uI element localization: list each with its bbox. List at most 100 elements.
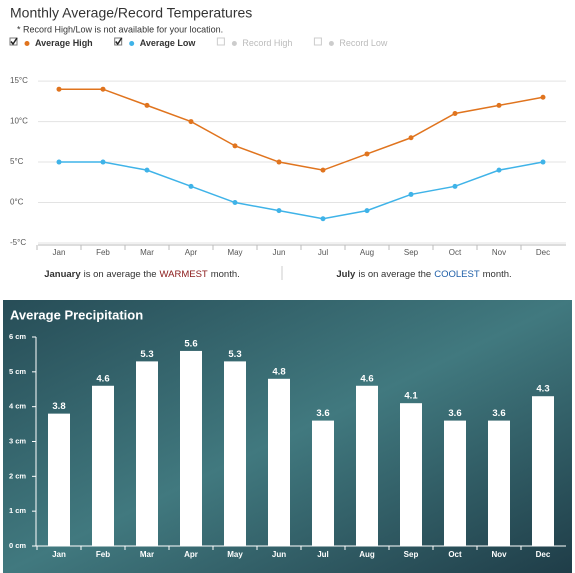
x-tick-label: Sep [404, 248, 419, 257]
point [540, 159, 546, 165]
point [364, 151, 370, 157]
x-tick-label: Jan [52, 550, 66, 559]
footer-note: January is on average the WARMEST month. [44, 269, 240, 280]
point [276, 208, 282, 214]
point [408, 191, 414, 197]
legend-swatch [231, 41, 237, 46]
x-tick-label: Apr [184, 550, 198, 559]
check-mark [10, 37, 18, 46]
checkbox[interactable] [313, 37, 322, 46]
legend-item[interactable]: Average Low [114, 37, 197, 48]
value-label: 3.6 [448, 408, 461, 419]
bar [356, 385, 378, 546]
legend-label[interactable]: Record Low [339, 38, 388, 48]
value-label: 4.1 [404, 391, 418, 402]
x-tick-label: Jan [53, 248, 66, 257]
y-tick-label: 0 cm [9, 541, 26, 550]
x-tick-label: Feb [96, 248, 110, 257]
x-tick-label: May [227, 248, 242, 257]
y-tick-label: 0°C [10, 198, 24, 207]
value-label: 5.3 [228, 349, 241, 360]
x-tick-label: Mar [140, 248, 154, 257]
value-label: 3.8 [52, 401, 65, 412]
x-tick-label: Aug [360, 248, 374, 257]
legend-swatch [328, 41, 334, 46]
note-part: WARMEST [160, 269, 208, 280]
x-tick-label: Sep [404, 550, 419, 559]
y-tick-label: 6 cm [9, 332, 26, 341]
y-tick-label: 5 cm [9, 367, 26, 376]
x-tick-label: Feb [96, 550, 110, 559]
y-tick-label: 15°C [10, 76, 28, 85]
point [144, 167, 150, 173]
bar [224, 361, 246, 546]
x-tick-label: Apr [185, 248, 198, 257]
legend-label[interactable]: Average High [35, 38, 93, 48]
x-tick-label: Jul [317, 550, 329, 559]
value-label: 5.6 [184, 338, 197, 349]
x-tick-label: Jun [272, 550, 286, 559]
x-tick-label: Jul [318, 248, 328, 257]
point [320, 167, 326, 173]
point [56, 159, 62, 165]
value-label: 4.3 [536, 384, 549, 395]
x-tick-label: Jun [273, 248, 286, 257]
legend-item[interactable]: Average High [9, 37, 93, 48]
value-label: 5.3 [140, 349, 153, 360]
y-tick-label: 1 cm [9, 506, 26, 515]
x-tick-label: Oct [448, 550, 462, 559]
checkbox[interactable] [216, 37, 225, 46]
point [56, 86, 62, 92]
point [452, 110, 458, 116]
bar [180, 350, 202, 546]
x-tick-label: Aug [359, 550, 375, 559]
legend-item[interactable]: Record Low [313, 37, 388, 48]
bar [488, 420, 510, 546]
point [540, 94, 546, 100]
check-mark [115, 37, 123, 46]
bar [400, 403, 422, 546]
value-label: 3.6 [492, 408, 505, 419]
legend-label[interactable]: Average Low [140, 38, 197, 48]
checkbox[interactable] [9, 37, 18, 46]
bar [444, 420, 466, 546]
point [232, 200, 238, 206]
legend-swatch [129, 41, 135, 46]
footer-note: July is on average the COOLEST month. [336, 269, 511, 280]
note: * Record High/Low is not available for y… [17, 24, 223, 34]
legend-item[interactable]: Record High [216, 37, 292, 48]
bar [532, 396, 554, 546]
legend-label[interactable]: Record High [242, 38, 292, 48]
bar [268, 378, 290, 546]
note-part: is on average the [358, 269, 431, 280]
point [496, 167, 502, 173]
point [144, 102, 150, 108]
note-part: January [44, 269, 81, 280]
point [188, 183, 194, 189]
checkbox[interactable] [114, 37, 123, 46]
point [100, 86, 106, 92]
bar [136, 361, 158, 546]
point [496, 102, 502, 108]
note-part: COOLEST [434, 269, 480, 280]
point [232, 143, 238, 149]
x-tick-label: Oct [449, 248, 462, 257]
y-tick-label: 10°C [10, 117, 28, 126]
y-tick-label: 4 cm [9, 402, 26, 411]
y-tick-label: -5°C [10, 238, 26, 247]
x-tick-label: Dec [536, 248, 550, 257]
point [408, 135, 414, 141]
note-part: is on average the [84, 269, 157, 280]
note-part: month. [483, 269, 512, 280]
value-label: 3.6 [316, 408, 329, 419]
temperature-panel [0, 0, 575, 296]
chart-title: Monthly Average/Record Temperatures [10, 5, 252, 21]
line [59, 161, 544, 220]
value-label: 4.6 [360, 373, 373, 384]
legend-swatch [24, 41, 30, 46]
note-part: July [336, 269, 356, 280]
chart-title: Average Precipitation [10, 307, 143, 322]
bar [92, 385, 114, 546]
bar [312, 420, 334, 546]
